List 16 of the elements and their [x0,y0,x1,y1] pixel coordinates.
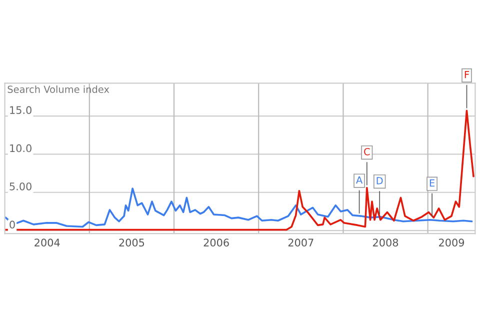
y-tick-label: 10.0 [10,144,32,152]
annotation: F [464,71,469,78]
annotation: D [376,177,383,184]
y-tick-label: 5.00 [10,182,32,190]
annotation: A [356,176,363,184]
x-tick-label: 2007 [288,238,314,247]
y-tick-label: 15.0 [10,106,32,114]
x-tick-label: 2006 [204,238,229,247]
annotation: C [364,148,370,156]
annotation: E [430,179,434,187]
x-tick-label: 2009 [439,238,464,247]
y-tick-label: 0 [10,220,15,229]
y-axis-title: Search Volume index [8,85,110,93]
x-tick-label: 2005 [119,238,144,247]
x-tick-label: 2008 [373,238,398,247]
x-tick-label: 2004 [34,238,60,247]
